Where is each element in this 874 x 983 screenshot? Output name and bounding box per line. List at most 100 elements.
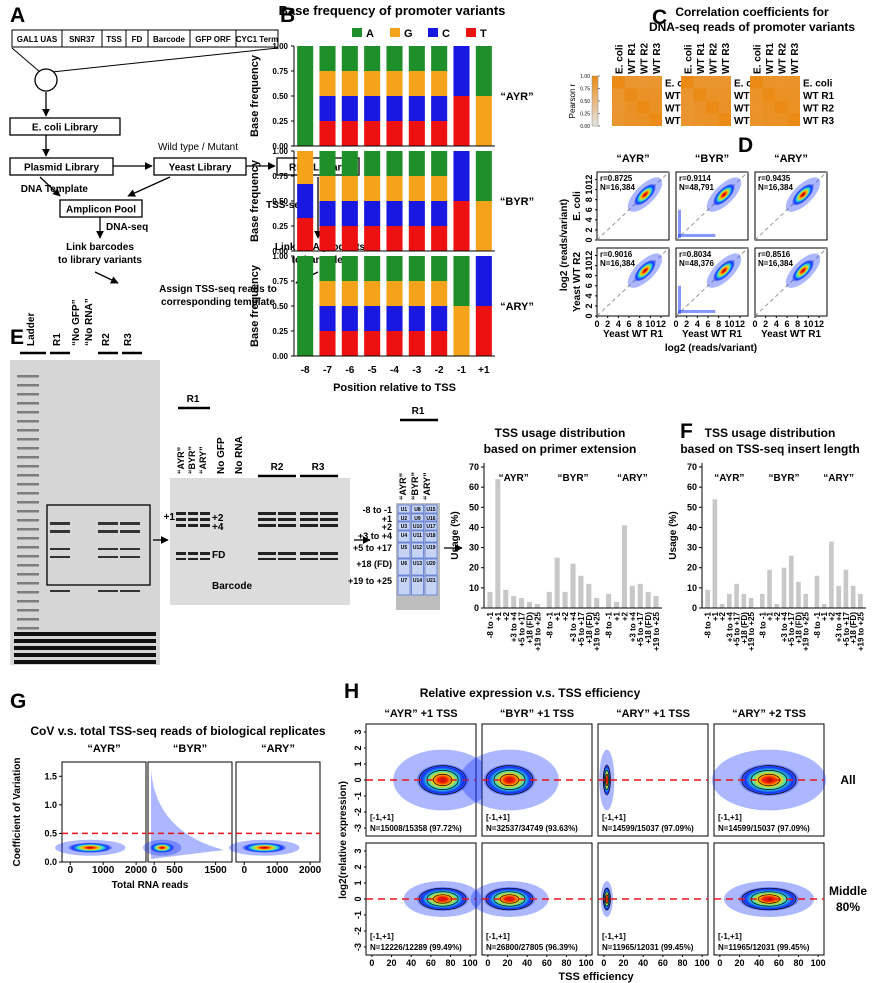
bar-segment (431, 226, 448, 251)
bar (719, 603, 725, 608)
row-label: E. coli (572, 191, 583, 221)
x-tick-label: +19 to +25 (747, 611, 756, 651)
heatmap-cell (649, 76, 662, 89)
bar-segment (319, 96, 336, 121)
bar-segment (297, 184, 314, 218)
row-label: E. coli (803, 78, 833, 89)
bar-segment (319, 306, 336, 331)
gel-band (50, 548, 70, 550)
bar-segment (364, 176, 381, 201)
bar-segment (408, 226, 425, 251)
point-band (678, 309, 716, 313)
y-tick-label: 70 (469, 462, 479, 472)
x-axis-label: log2 (reads/variant) (665, 343, 757, 354)
x-tick-label: -8 to -1 (704, 611, 713, 638)
contour (493, 891, 526, 907)
bar (821, 603, 827, 608)
x-tick-label: +3 to +4 (510, 611, 519, 642)
x-tick-label: 6 (626, 319, 631, 329)
arrow (94, 271, 119, 284)
x-tick-label: +1 (820, 611, 829, 621)
density-core (242, 842, 287, 853)
bar (788, 555, 794, 608)
band-label: FD (212, 550, 225, 561)
y-tick-label: 0.50 (272, 302, 288, 311)
row-label: WT R1 (803, 91, 835, 102)
x-tick-label: 20 (619, 958, 629, 968)
bar-segment (386, 281, 403, 306)
gel-band (98, 522, 118, 525)
x-axis-label: Yeast WT R1 (761, 329, 821, 340)
stat-label: N=11965/12031 (99.45%) (602, 943, 694, 952)
stat-label: N=14599/15037 (97.09%) (602, 824, 694, 833)
bar (759, 593, 765, 608)
x-tick-label: 0 (485, 958, 490, 968)
bar (836, 585, 841, 608)
heatmap-cell (681, 88, 694, 101)
gel-band (300, 518, 318, 521)
heatmap-cell (693, 88, 706, 101)
y-tick-label: 40 (469, 522, 479, 532)
x-tick-label: +2 (502, 611, 511, 621)
x-tick-label: 8 (637, 319, 642, 329)
bar (519, 597, 525, 608)
bar-segment (386, 71, 403, 96)
x-tick-label: +1 (711, 611, 720, 621)
gel-band (320, 558, 338, 560)
bar-segment (364, 226, 381, 251)
bar-segment (364, 281, 381, 306)
panel-label: D (738, 134, 753, 157)
x-tick-label: +3 to +4 (725, 611, 734, 642)
x-tick-label: -8 to -1 (605, 611, 614, 638)
y-tick-label: 0 (692, 603, 697, 613)
unit-label: U4 (401, 533, 408, 539)
x-tick-label: +5 to +17 (636, 611, 645, 646)
y-tick-label: 0.50 (272, 197, 288, 206)
gel-band (17, 375, 39, 378)
stat-label: [-1,+1] (370, 932, 394, 941)
column-label: WT R2 (708, 42, 719, 74)
y-tick-label: 0.25 (272, 222, 288, 231)
colorbar-tick-label: 0.75 (580, 87, 590, 93)
x-tick-label: 2 (605, 319, 610, 329)
bar (645, 591, 651, 608)
gel-unit (397, 575, 411, 596)
band-label: +2 (212, 513, 224, 524)
x-tick-label: 20 (503, 958, 513, 968)
gel-unit (424, 575, 438, 596)
column-title: “BYR” (173, 743, 207, 755)
y-tick-label: 0 (584, 237, 594, 242)
row-label: WT R3 (665, 116, 697, 127)
heatmap-cell (706, 101, 719, 114)
lane-label: R1 (52, 333, 63, 346)
bar-segment (341, 331, 358, 356)
unit-label: U9 (414, 516, 421, 522)
x-tick-label: -8 to -1 (545, 611, 554, 638)
x-tick-label: 8 (795, 319, 800, 329)
gel-band (17, 618, 39, 621)
unit-label: U18 (426, 533, 435, 539)
y-tick-label: 6 (584, 207, 594, 212)
x-tick-label: 0 (67, 865, 73, 876)
y-axis-label: Base frequency (249, 159, 261, 242)
x-axis-label: Yeast WT R1 (603, 329, 663, 340)
heatmap-cell (612, 101, 625, 114)
x-tick-label: -3 (412, 365, 421, 376)
gel-unit (397, 530, 411, 543)
y-tick-label: -3 (353, 824, 363, 832)
diagonal (596, 247, 670, 317)
bar (526, 601, 533, 608)
y-tick-label: 6 (584, 283, 594, 288)
gel-band (17, 429, 39, 432)
gel-band (17, 438, 39, 441)
heatmap-cell (762, 76, 775, 89)
legend-swatch (352, 28, 362, 37)
stat-label: r=0.9114 (679, 174, 711, 183)
gel-band (50, 590, 70, 592)
row-label: Yeast WT R2 (572, 252, 583, 312)
gel-band (98, 548, 118, 550)
column-label: WT R1 (765, 42, 776, 74)
unit-label: U6 (401, 561, 408, 567)
gel-band (14, 660, 156, 664)
library-box (59, 199, 143, 218)
